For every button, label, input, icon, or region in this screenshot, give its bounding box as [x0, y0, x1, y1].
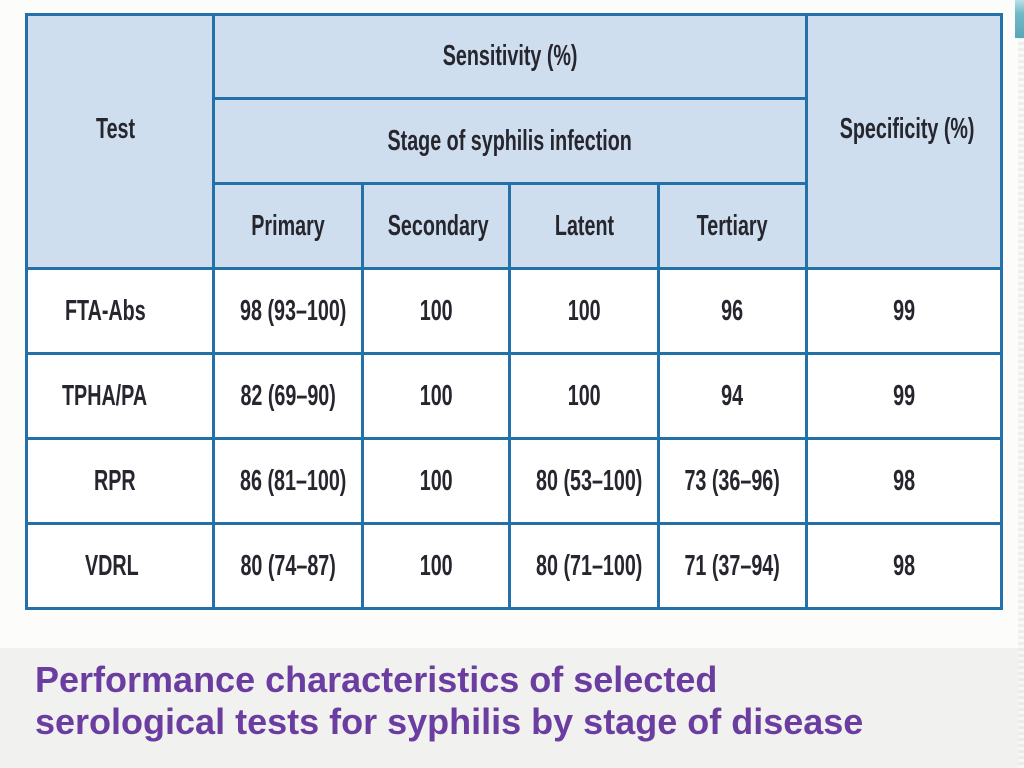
value-label: 99 [893, 294, 915, 327]
col-header-secondary-label: Secondary [387, 209, 489, 242]
value-label: 100 [419, 294, 453, 327]
cell-secondary: 100 [361, 352, 511, 440]
value-label: 96 [721, 294, 744, 327]
col-header-primary-label: Primary [251, 209, 325, 242]
value-label: 100 [419, 379, 453, 412]
cell-secondary: 100 [361, 522, 511, 610]
value-label: 86 (81–100) [240, 464, 347, 497]
table-row-vdrl: VDRL 80 (74–87) 100 80 (71–100) 71 (37–9… [25, 522, 1004, 610]
right-edge-texture [1018, 0, 1024, 768]
col-header-primary: Primary [212, 182, 364, 270]
value-label: 98 [893, 464, 915, 497]
value-label: 80 (71–100) [536, 549, 643, 582]
cell-secondary: 100 [361, 437, 511, 525]
col-header-tertiary-label: Tertiary [697, 209, 768, 242]
col-header-latent: Latent [508, 182, 660, 270]
col-header-test: Test [25, 13, 215, 270]
table-row-fta-abs: FTA-Abs 98 (93–100) 100 100 96 99 [25, 267, 1004, 355]
test-name-label: FTA-Abs [65, 294, 146, 327]
cell-tertiary: 96 [656, 267, 809, 355]
cell-test-name: RPR [25, 437, 215, 525]
col-header-stage: Stage of syphilis infection [211, 97, 809, 185]
col-header-secondary: Secondary [361, 182, 511, 270]
cell-tertiary: 71 (37–94) [656, 522, 809, 610]
corner-accent-icon [1015, 0, 1024, 38]
value-label: 100 [567, 294, 601, 327]
value-label: 98 (93–100) [240, 294, 347, 327]
cell-latent: 80 (71–100) [508, 522, 660, 610]
table-row-rpr: RPR 86 (81–100) 100 80 (53–100) 73 (36–9… [25, 437, 1004, 525]
cell-secondary: 100 [361, 267, 511, 355]
cell-specificity: 99 [805, 267, 1004, 355]
cell-tertiary: 94 [656, 352, 809, 440]
col-header-latent-label: Latent [554, 209, 614, 242]
cell-primary: 82 (69–90) [212, 352, 364, 440]
value-label: 71 (37–94) [684, 549, 781, 582]
cell-specificity: 99 [805, 352, 1004, 440]
cell-primary: 80 (74–87) [212, 522, 364, 610]
value-label: 80 (53–100) [536, 464, 643, 497]
header-row-stages: Primary Secondary Latent Tertiary [27, 182, 1002, 270]
caption-band: Performance characteristics of selected … [0, 648, 1024, 768]
value-label: 99 [893, 379, 915, 412]
cell-latent: 80 (53–100) [508, 437, 660, 525]
slide-caption: Performance characteristics of selected … [35, 659, 863, 743]
value-label: 100 [567, 379, 601, 412]
col-header-stage-label: Stage of syphilis infection [387, 124, 633, 157]
cell-latent: 100 [508, 352, 660, 440]
cell-latent: 100 [508, 267, 660, 355]
cell-specificity: 98 [805, 437, 1004, 525]
value-label: 82 (69–90) [240, 379, 336, 412]
value-label: 80 (74–87) [240, 549, 336, 582]
caption-line-1: Performance characteristics of selected [35, 659, 718, 700]
cell-primary: 86 (81–100) [212, 437, 364, 525]
col-header-sensitivity-label: Sensitivity (%) [442, 40, 578, 72]
value-label: 73 (36–96) [684, 464, 781, 497]
cell-test-name: VDRL [25, 522, 215, 610]
test-name-label: VDRL [85, 549, 139, 582]
cell-test-name: FTA-Abs [25, 267, 215, 355]
cell-primary: 98 (93–100) [212, 267, 364, 355]
cell-test-name: TPHA/PA [25, 352, 215, 440]
test-name-label: TPHA/PA [61, 379, 148, 412]
value-label: 100 [419, 464, 453, 497]
header-row-stage: Stage of syphilis infection [27, 97, 1002, 185]
cell-specificity: 98 [805, 522, 1004, 610]
col-header-specificity-label: Specificity (%) [839, 113, 975, 145]
test-name-label: RPR [93, 464, 136, 497]
cell-tertiary: 73 (36–96) [656, 437, 809, 525]
table-container: Test Sensitivity (%) Specificity (%) Sta… [25, 13, 1004, 610]
col-header-sensitivity: Sensitivity (%) [211, 13, 809, 100]
value-label: 98 [893, 549, 915, 582]
col-header-specificity: Specificity (%) [805, 13, 1004, 270]
value-label: 94 [721, 379, 744, 412]
serology-performance-table: Test Sensitivity (%) Specificity (%) Sta… [25, 13, 1004, 610]
header-row-sensitivity: Test Sensitivity (%) Specificity (%) [25, 13, 1004, 270]
table-row-tpha-pa: TPHA/PA 82 (69–90) 100 100 94 99 [25, 352, 1004, 440]
value-label: 100 [419, 549, 453, 582]
col-header-tertiary: Tertiary [656, 182, 809, 270]
caption-line-2: serological tests for syphilis by stage … [35, 701, 864, 742]
col-header-test-label: Test [95, 113, 135, 145]
